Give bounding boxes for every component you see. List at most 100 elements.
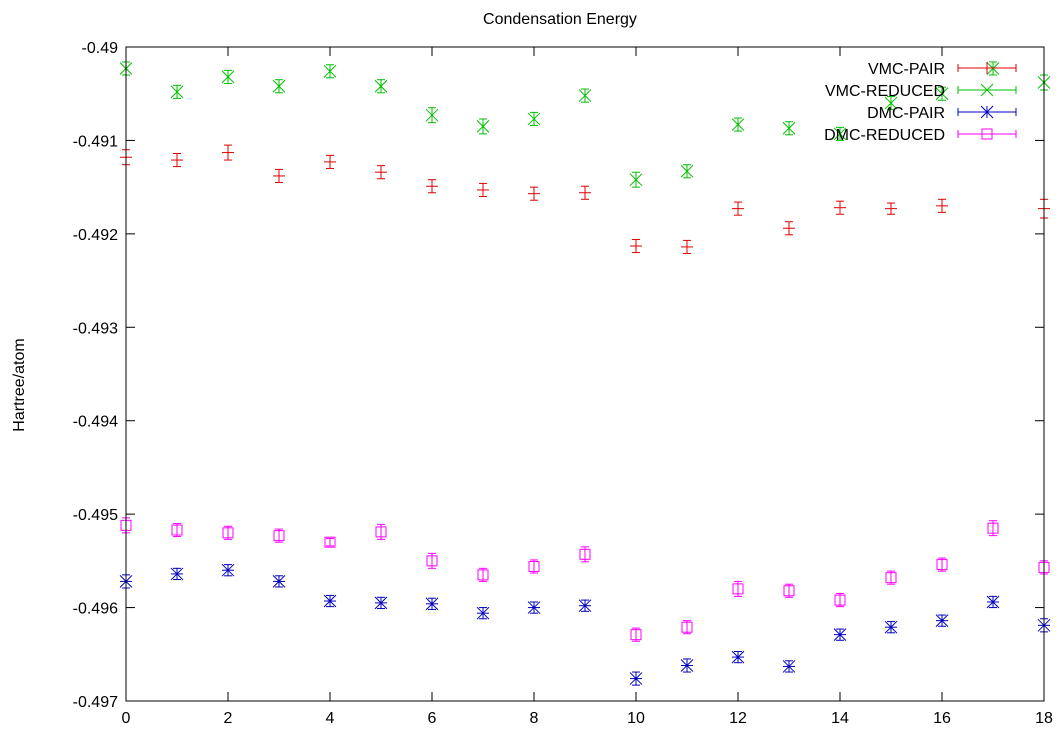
- data-point: [527, 601, 541, 614]
- data-point: [273, 530, 285, 542]
- data-point: [579, 186, 591, 199]
- data-point: [375, 166, 387, 179]
- data-point: [528, 560, 540, 572]
- legend-label: VMC-PAIR: [868, 61, 945, 78]
- data-point: [477, 569, 489, 581]
- data-point: [731, 118, 745, 131]
- y-tick-label: -0.496: [73, 601, 118, 618]
- legend-entry: DMC-PAIR: [867, 105, 1017, 122]
- data-point: [170, 85, 184, 99]
- data-point: [884, 96, 898, 110]
- x-tick-label: 0: [122, 710, 131, 727]
- legend-label: DMC-PAIR: [867, 105, 945, 122]
- data-point: [527, 112, 541, 126]
- data-point: [375, 526, 387, 538]
- x-tick-label: 6: [428, 710, 437, 727]
- errorbar: [530, 559, 538, 574]
- data-point: [374, 596, 388, 610]
- x-tick-label: 16: [933, 710, 951, 727]
- data-point: [834, 201, 846, 214]
- data-point: [936, 199, 948, 212]
- data-point: [681, 621, 693, 633]
- data-point: [935, 614, 949, 628]
- chart-title: Condensation Energy: [483, 11, 637, 28]
- data-point: [323, 64, 337, 78]
- data-point: [476, 120, 490, 133]
- data-point: [528, 187, 540, 200]
- errorbar: [173, 522, 181, 538]
- y-tick-label: -0.495: [73, 507, 118, 524]
- data-point: [629, 672, 643, 685]
- y-tick-label: -0.491: [73, 133, 118, 150]
- data-point: [732, 583, 744, 595]
- data-point: [833, 628, 847, 642]
- legend-label: DMC-REDUCED: [824, 127, 945, 144]
- x-tick-label: 14: [831, 710, 849, 727]
- legend-entry: VMC-REDUCED: [825, 83, 1017, 100]
- data-point: [578, 599, 592, 613]
- errorbar: [326, 537, 334, 547]
- legend-swatch: [957, 130, 1017, 138]
- series-dmc-pair: [119, 563, 1051, 686]
- y-tick-label: -0.497: [73, 694, 118, 711]
- data-point: [782, 660, 796, 673]
- legend-entry: DMC-REDUCED: [824, 127, 1017, 144]
- data-point: [426, 180, 438, 193]
- data-point: [680, 659, 694, 672]
- data-point: [426, 555, 438, 567]
- errorbar: [938, 557, 946, 572]
- errorbar: [683, 620, 691, 635]
- y-tick-label: -0.494: [73, 414, 118, 431]
- legend-marker: [981, 62, 993, 74]
- data-point: [273, 169, 285, 182]
- series-vmc-reduced: [119, 61, 1051, 188]
- data-point: [885, 202, 897, 215]
- errorbar: [224, 525, 232, 540]
- y-tick-label: -0.492: [73, 227, 118, 244]
- data-point: [374, 79, 388, 93]
- errorbar: [275, 528, 283, 543]
- series-dmc-reduced: [120, 517, 1050, 642]
- y-tick-label: -0.49: [82, 40, 119, 57]
- data-point: [783, 585, 795, 597]
- x-tick-label: 12: [729, 710, 747, 727]
- data-point: [884, 620, 898, 634]
- data-point: [935, 87, 949, 101]
- y-axis-title: Hartree/atom: [11, 338, 28, 431]
- y-tick-label: -0.493: [73, 320, 118, 337]
- errorbar: [479, 567, 487, 582]
- errorbar: [632, 627, 640, 642]
- legend-entry: VMC-PAIR: [868, 61, 1017, 78]
- legend-marker: [980, 83, 994, 97]
- data-point: [732, 202, 744, 215]
- data-point: [731, 650, 745, 664]
- axes: 0 2 4 6 8 10 12 14 16 18 -0.497 -0.496 -0.495 -0.494 -…: [73, 40, 1053, 727]
- data-point: [578, 89, 592, 102]
- legend-marker: [980, 105, 994, 119]
- data-point: [170, 567, 184, 581]
- data-point: [834, 594, 846, 606]
- data-point: [680, 164, 694, 178]
- data-point: [171, 154, 183, 167]
- data-point: [477, 183, 489, 196]
- data-point: [222, 146, 234, 159]
- legend-label: VMC-REDUCED: [825, 83, 945, 100]
- data-point: [885, 572, 897, 584]
- data-point: [476, 606, 490, 620]
- data-point: [324, 155, 336, 168]
- errorbar: [836, 593, 844, 608]
- series-vmc-pair: [120, 144, 1050, 254]
- data-point: [272, 79, 286, 93]
- plot-frame: [125, 46, 1045, 702]
- errorbar: [887, 570, 895, 585]
- data-point: [425, 597, 439, 611]
- data-point: [986, 595, 1000, 609]
- data-point: [272, 575, 286, 588]
- data-point: [630, 240, 642, 253]
- plot-area: [119, 61, 1051, 686]
- data-point: [323, 594, 337, 608]
- data-point: [629, 173, 643, 187]
- data-point: [987, 522, 999, 534]
- data-point: [221, 563, 235, 577]
